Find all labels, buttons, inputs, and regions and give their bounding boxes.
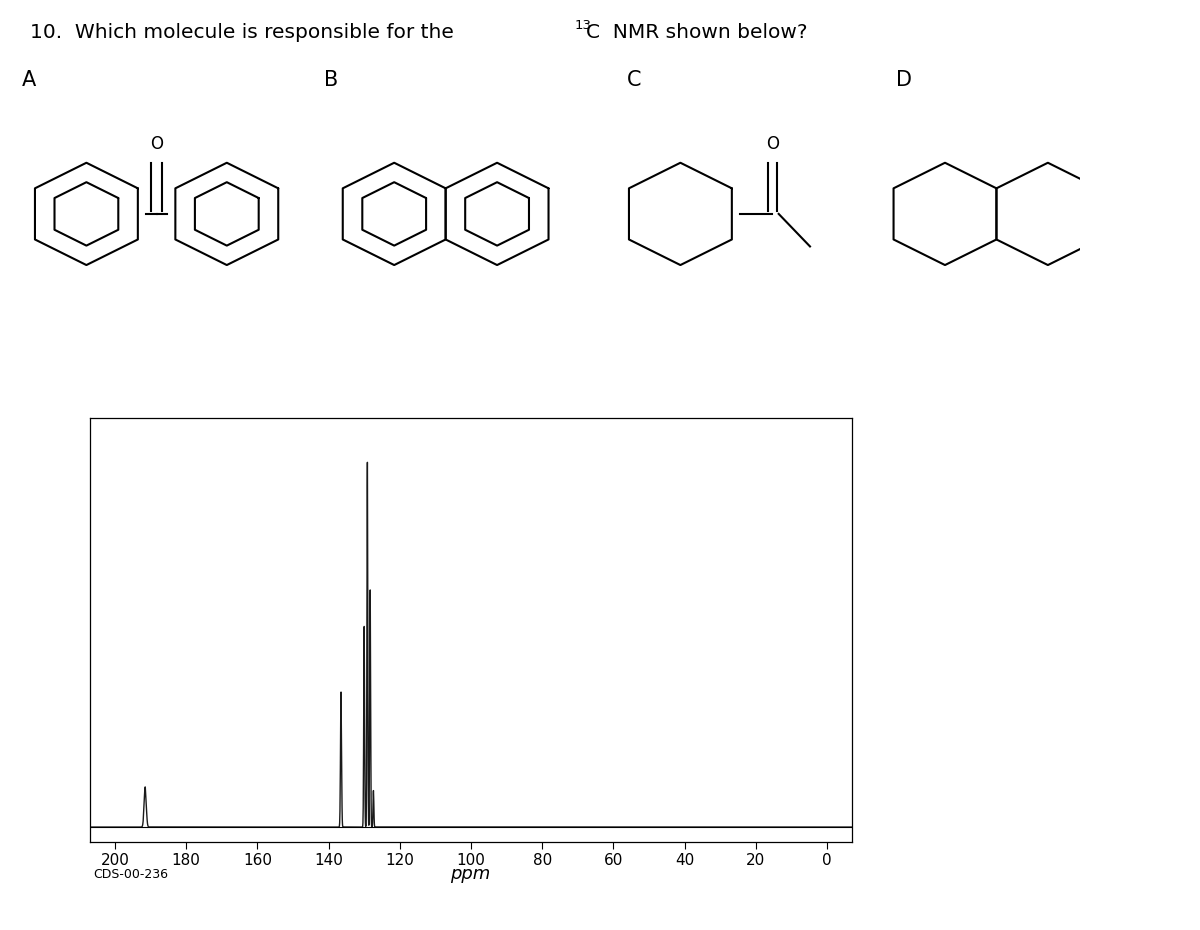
Text: ppm: ppm xyxy=(450,865,491,884)
Text: CDS-00-236: CDS-00-236 xyxy=(94,868,168,881)
Text: B: B xyxy=(324,70,338,90)
Text: A: A xyxy=(22,70,36,90)
Text: 13: 13 xyxy=(574,20,592,32)
Text: O: O xyxy=(150,136,163,153)
Text: C: C xyxy=(626,70,641,90)
Text: D: D xyxy=(896,70,912,90)
Text: 10.  Which molecule is responsible for the: 10. Which molecule is responsible for th… xyxy=(30,23,461,42)
Text: O: O xyxy=(766,136,779,153)
Text: C  NMR shown below?: C NMR shown below? xyxy=(586,23,808,42)
